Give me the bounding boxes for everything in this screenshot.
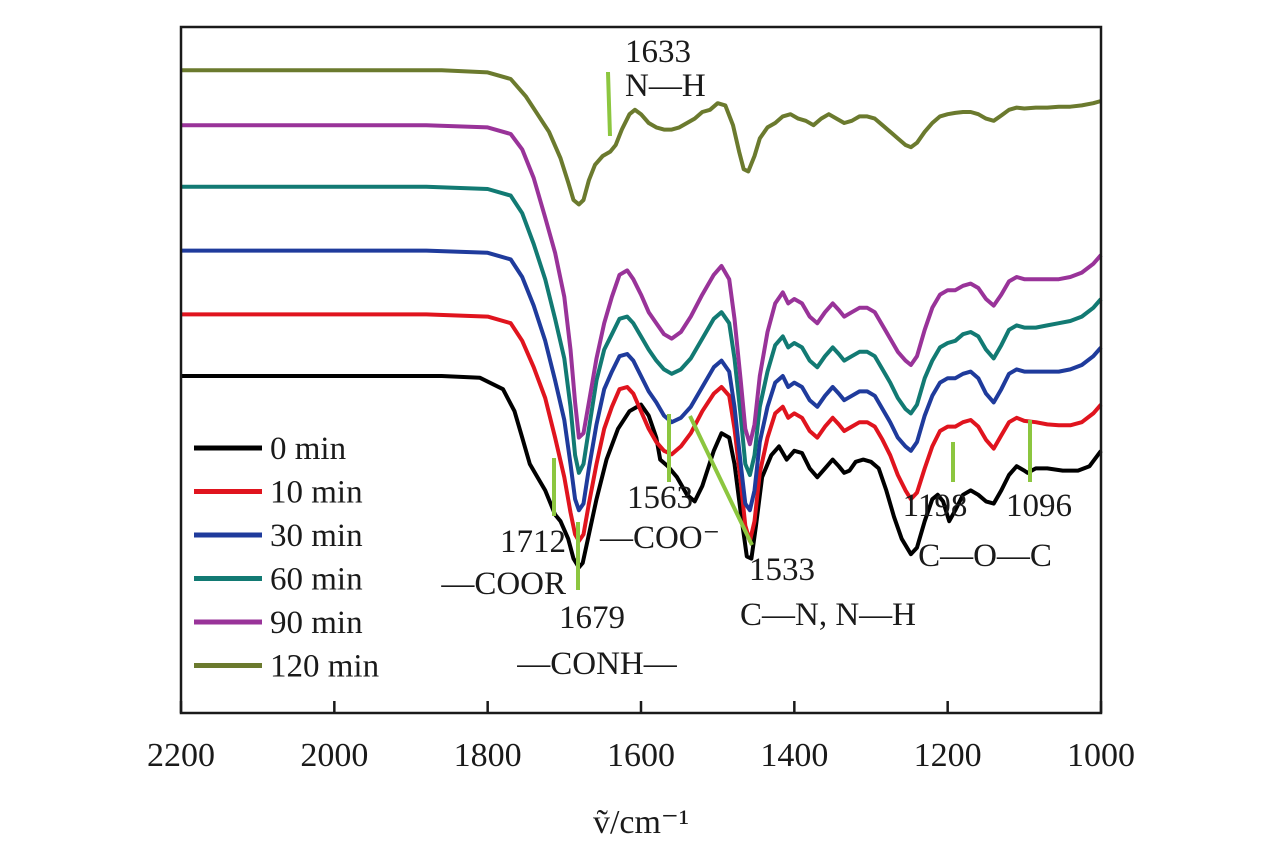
annotation-1563-line-2: —COO⁻ — [599, 520, 720, 556]
annotation-1533-line-2: C—N, N—H — [740, 597, 916, 633]
annotation-1198-line-1: 1198 — [903, 488, 968, 524]
x-tick-label-2200: 2200 — [147, 737, 215, 774]
x-tick-label-1200: 1200 — [914, 737, 982, 774]
annotation-1679-line-2: —CONH— — [516, 646, 678, 682]
annotation-1563-line-1: 1563 — [627, 480, 693, 516]
annotation-c-o-c-line-1: C—O—C — [918, 538, 1052, 574]
series-line-30-min — [181, 248, 1103, 513]
annotation-1633-line-2: N—H — [625, 68, 706, 104]
series-line-90-min — [181, 123, 1103, 447]
marker-1633 — [606, 71, 612, 137]
legend-label-30-min: 30 min — [270, 518, 363, 554]
legend-label-0-min: 0 min — [270, 431, 346, 467]
annotation-1712-line-1: 1712 — [500, 524, 566, 560]
x-tick-label-1800: 1800 — [454, 737, 522, 774]
x-tick-label-1600: 1600 — [607, 737, 675, 774]
annotation-1533-line-1: 1533 — [749, 552, 815, 588]
legend-label-60-min: 60 min — [270, 562, 363, 598]
x-tick-label-2000: 2000 — [300, 737, 368, 774]
series-line-60-min — [181, 184, 1103, 477]
legend-label-10-min: 10 min — [270, 475, 363, 511]
marker-1533 — [688, 415, 754, 546]
series-line-10-min — [181, 312, 1103, 543]
annotation-1096-line-1: 1096 — [1006, 488, 1072, 524]
legend: 0 min 10 min 30 min 60 min 90 min 120 min — [194, 431, 379, 685]
legend-label-120-min: 120 min — [270, 649, 379, 685]
annotation-1679-line-1: 1679 — [559, 600, 625, 636]
x-axis-title: ṽ/cm⁻¹ — [593, 804, 689, 841]
series-layer — [181, 68, 1103, 570]
annotation-1712-line-2: —COOR — [440, 566, 566, 602]
x-axis: 2200 2000 1800 1600 1400 1200 1000 — [147, 701, 1135, 774]
x-tick-label-1000: 1000 — [1067, 737, 1135, 774]
annotation-markers — [552, 71, 1032, 590]
legend-label-90-min: 90 min — [270, 605, 363, 641]
annotation-1633-line-1: 1633 — [625, 34, 691, 70]
series-line-120-min — [181, 68, 1102, 207]
x-tick-label-1400: 1400 — [760, 737, 828, 774]
